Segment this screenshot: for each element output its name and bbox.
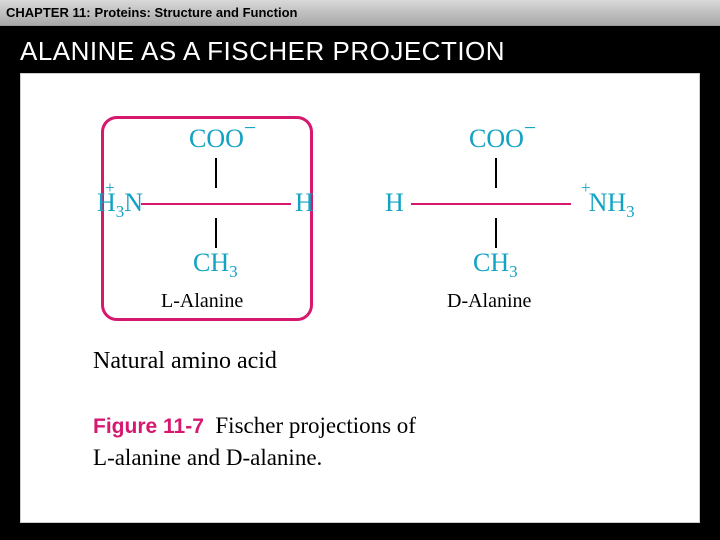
chapter-header: CHAPTER 11: Proteins: Structure and Func… <box>0 0 720 26</box>
ch3-3: 3 <box>509 262 518 281</box>
slide-title: ALANINE AS A FISCHER PROJECTION <box>20 36 720 67</box>
chapter-subtitle: Proteins: Structure and Function <box>95 5 298 20</box>
ch3-ch: CH <box>473 248 509 277</box>
nh3-3: 3 <box>626 202 635 221</box>
title-row: ALANINE AS A FISCHER PROJECTION <box>0 26 720 73</box>
l-rest: -Alanine <box>173 290 243 312</box>
caption-line1: Fischer projections of <box>215 413 416 438</box>
bottom-group: CH3 <box>473 248 518 278</box>
caption-mid1: -alanine and <box>107 445 226 470</box>
right-substituent: +NH3 <box>579 188 635 218</box>
bond-vertical-top <box>495 158 497 188</box>
d-rest: -Alanine <box>461 290 531 312</box>
plus-charge: + <box>105 178 115 197</box>
bond-vertical-bottom <box>495 218 497 248</box>
natural-amino-acid-label: Natural amino acid <box>93 348 277 375</box>
ch3-3: 3 <box>229 262 238 281</box>
plus-charge: + <box>581 178 591 197</box>
d-prefix: D <box>447 290 461 312</box>
figure-wrap: COO− H3N+ H CH3 L-Alanine COO− H <box>91 120 631 480</box>
top-group: COO− <box>189 124 256 154</box>
coo-text: COO <box>189 124 244 153</box>
content-panel: COO− H3N+ H CH3 L-Alanine COO− H <box>20 73 700 523</box>
bond-vertical-bottom <box>215 218 217 248</box>
enantiomer-label-d: D-Alanine <box>447 290 531 313</box>
nh3-nh: NH <box>589 188 627 217</box>
neg-charge: − <box>524 115 536 140</box>
neg-charge: − <box>244 115 256 140</box>
figure-number: Figure 11-7 <box>93 415 204 438</box>
left-substituent: H <box>385 188 404 218</box>
left-substituent: H3N+ <box>97 188 153 218</box>
bottom-group: CH3 <box>193 248 238 278</box>
bond-horizontal <box>141 203 291 205</box>
caption-l: L <box>93 445 107 470</box>
coo-text: COO <box>469 124 524 153</box>
top-group: COO− <box>469 124 536 154</box>
caption-d: D <box>226 445 243 470</box>
h3n-3: 3 <box>116 202 125 221</box>
enantiomer-label-l: L-Alanine <box>161 290 243 313</box>
h3n-n: N <box>124 188 143 217</box>
bond-horizontal <box>411 203 571 205</box>
right-substituent: H <box>295 188 314 218</box>
l-prefix: L <box>161 290 173 312</box>
ch3-ch: CH <box>193 248 229 277</box>
bond-vertical-top <box>215 158 217 188</box>
caption-end: -alanine. <box>242 445 322 470</box>
chapter-number: CHAPTER 11: <box>6 5 91 20</box>
figure-caption: Figure 11-7 Fischer projections of L-ala… <box>93 410 613 474</box>
